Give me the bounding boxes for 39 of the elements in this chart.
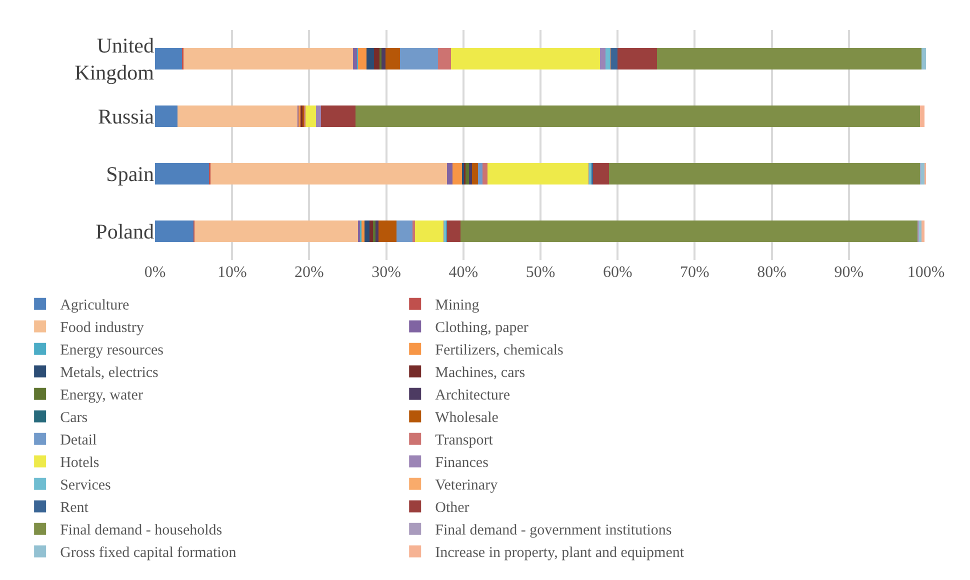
x-tick-label: 70%	[680, 264, 710, 281]
legend-label: Transport	[435, 432, 494, 449]
legend-label: Energy, water	[60, 388, 143, 404]
legend-label: Cars	[60, 410, 88, 426]
y-tick-label: Spain	[106, 162, 154, 186]
x-tick-label: 0%	[144, 264, 166, 281]
legend-label: Mining	[435, 298, 480, 314]
legend-label: Wholesale	[435, 410, 499, 426]
legend-label: Machines, cars	[435, 365, 526, 382]
legend-label: Final demand - government institutions	[435, 522, 672, 539]
legend-label: Metals, electrics	[60, 365, 159, 382]
x-tick-label: 100%	[907, 264, 945, 281]
x-tick-label: 20%	[294, 264, 324, 281]
legend-label: Other	[435, 500, 470, 516]
x-tick-label: 60%	[602, 264, 632, 281]
legend-label: Veterinary	[435, 478, 498, 494]
legend-label: Fertilizers, chemicals	[435, 342, 564, 359]
legend-label: Hotels	[60, 455, 100, 472]
y-tick-label: Poland	[96, 220, 154, 244]
legend-label: Gross fixed capital formation	[60, 545, 237, 562]
y-tick-label: Russia	[98, 104, 155, 129]
x-tick-label: 50%	[526, 264, 556, 281]
legend-label: Architecture	[435, 388, 510, 404]
legend-label: Detail	[60, 432, 97, 449]
x-tick-label: 40%	[448, 264, 478, 281]
legend-label: Increase in property, plant and equipment	[435, 545, 685, 562]
legend-label: Clothing, paper	[435, 320, 528, 336]
legend-label: Agriculture	[60, 298, 130, 314]
x-tick-label: 10%	[217, 264, 247, 281]
x-tick-label: 80%	[757, 264, 786, 281]
legend-label: Food industry	[60, 320, 144, 336]
legend-label: Services	[60, 478, 112, 494]
legend-label: Rent	[60, 500, 90, 516]
x-tick-label: 90%	[834, 264, 864, 281]
legend-label: Energy resources	[60, 342, 164, 359]
y-tick-label: United Kingdom	[74, 33, 154, 85]
legend-label: Finances	[435, 455, 489, 472]
x-tick-label: 30%	[372, 264, 401, 281]
legend-label: Final demand - households	[60, 522, 222, 539]
